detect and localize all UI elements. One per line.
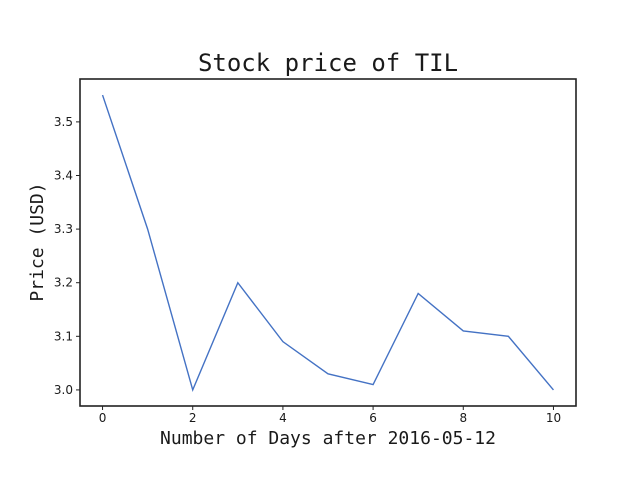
x-tick-label: 2 — [189, 411, 197, 425]
y-axis: 3.0 3.1 3.2 3.3 3.4 3.5 — [54, 115, 80, 397]
y-tick-label: 3.3 — [54, 222, 73, 236]
x-tick-label: 4 — [279, 411, 287, 425]
y-tick-label: 3.2 — [54, 276, 73, 290]
x-axis: 0 2 4 6 8 10 — [99, 406, 561, 425]
y-tick-label: 3.0 — [54, 383, 73, 397]
plot-area — [101, 94, 554, 393]
x-axis-label: Number of Days after 2016-05-12 — [160, 428, 496, 449]
x-tick-label: 8 — [459, 411, 467, 425]
y-tick-label: 3.4 — [54, 168, 73, 182]
y-axis-label: Price (USD) — [27, 182, 48, 301]
x-tick-label: 0 — [99, 411, 107, 425]
price-series-line — [101, 94, 554, 393]
x-tick-label: 6 — [369, 411, 377, 425]
chart-title: Stock price of TIL — [198, 49, 458, 77]
x-tick-label: 10 — [546, 411, 561, 425]
y-tick-label: 3.1 — [54, 329, 73, 343]
plot-frame — [79, 78, 577, 407]
y-tick-label: 3.5 — [54, 115, 73, 129]
